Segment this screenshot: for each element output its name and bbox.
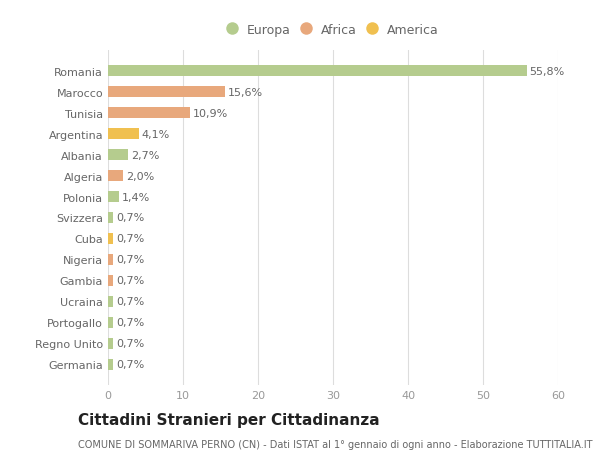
Bar (108, 254, 113, 266)
Bar (108, 107, 190, 119)
Text: 0,7%: 0,7% (116, 234, 145, 244)
Bar (108, 296, 113, 308)
Bar (108, 150, 128, 161)
Bar (108, 129, 139, 140)
Text: 0,7%: 0,7% (116, 359, 145, 369)
Text: 1,4%: 1,4% (121, 192, 150, 202)
Bar (108, 170, 123, 182)
Text: 15,6%: 15,6% (228, 87, 263, 97)
Bar (108, 87, 225, 98)
Text: 55,8%: 55,8% (530, 67, 565, 77)
Legend: Europa, Africa, America: Europa, Africa, America (223, 20, 443, 40)
Bar (108, 233, 113, 245)
Text: 10,9%: 10,9% (193, 108, 228, 118)
Text: 4,1%: 4,1% (142, 129, 170, 139)
Text: 2,0%: 2,0% (126, 171, 154, 181)
Text: 2,7%: 2,7% (131, 150, 160, 160)
Text: 0,7%: 0,7% (116, 318, 145, 328)
Text: 0,7%: 0,7% (116, 339, 145, 349)
Bar (108, 338, 113, 349)
Text: 0,7%: 0,7% (116, 276, 145, 286)
Bar (108, 212, 113, 224)
Text: 0,7%: 0,7% (116, 297, 145, 307)
Text: Cittadini Stranieri per Cittadinanza: Cittadini Stranieri per Cittadinanza (78, 413, 380, 428)
Text: COMUNE DI SOMMARIVA PERNO (CN) - Dati ISTAT al 1° gennaio di ogni anno - Elabora: COMUNE DI SOMMARIVA PERNO (CN) - Dati IS… (78, 440, 593, 449)
Text: 0,7%: 0,7% (116, 213, 145, 223)
Bar (108, 191, 119, 203)
Bar (108, 317, 113, 329)
Text: 0,7%: 0,7% (116, 255, 145, 265)
Bar (108, 359, 113, 370)
Bar (108, 66, 527, 77)
Bar (108, 275, 113, 286)
